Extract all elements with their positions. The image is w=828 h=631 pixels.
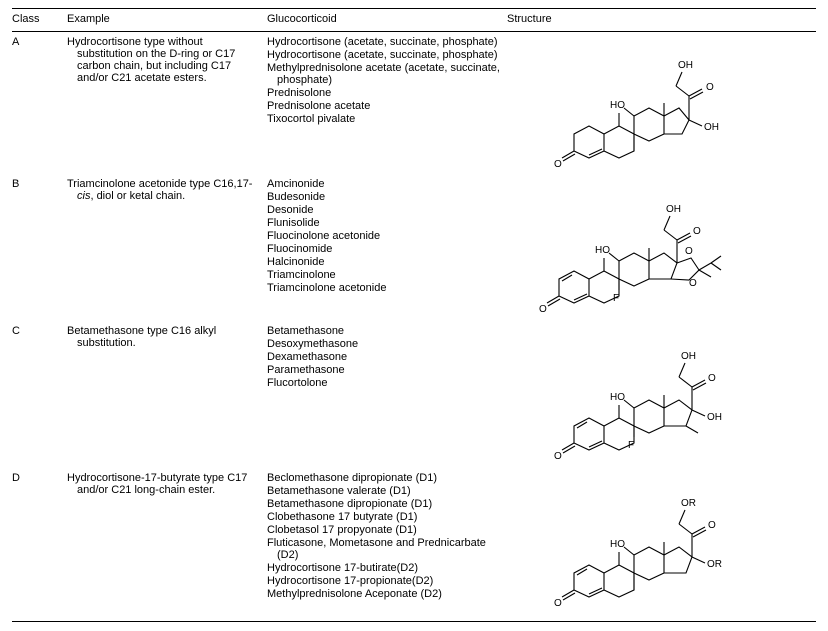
gluco-item: Flucortolone (267, 377, 501, 389)
class-cell: D (12, 468, 67, 622)
gluco-item: Hydrocortisone 17-propionate(D2) (267, 575, 501, 587)
gluco-item: Paramethasone (267, 364, 501, 376)
table-row: DHydrocortisone-17-butyrate type C17 and… (12, 468, 816, 622)
header-class: Class (12, 9, 67, 32)
gluco-item: Desoxymethasone (267, 338, 501, 350)
gluco-item: Clobethasone 17 butyrate (D1) (267, 511, 501, 523)
svg-text:F: F (612, 293, 618, 304)
svg-text:HO: HO (610, 392, 625, 403)
svg-text:O: O (689, 278, 697, 289)
gluco-item: Methylprednisolone Aceponate (D2) (267, 588, 501, 600)
structure-d-icon: O HO OR O OR (554, 472, 764, 612)
gluco-item: Fluticasone, Mometasone and Prednicarbat… (267, 537, 501, 561)
gluco-item: Betamethasone (267, 325, 501, 337)
gluco-item: Tixocortol pivalate (267, 113, 501, 125)
svg-text:OR: OR (707, 559, 722, 570)
svg-text:O: O (685, 246, 693, 257)
table-row: BTriamcinolone acetonide type C16,17-cis… (12, 174, 816, 321)
gluco-item: Flunisolide (267, 217, 501, 229)
example-cell: Hydrocortisone-17-butyrate type C17 and/… (67, 468, 267, 622)
gluco-item: Amcinonide (267, 178, 501, 190)
svg-text:O: O (708, 520, 716, 531)
gluco-item: Hydrocortisone (acetate, succinate, phos… (267, 49, 501, 61)
gluco-item: Desonide (267, 204, 501, 216)
structure-cell: O HO F OH O OH (507, 321, 816, 468)
svg-text:O: O (554, 598, 562, 609)
gluco-item: Betamethasone dipropionate (D1) (267, 498, 501, 510)
header-gluco: Glucocorticoid (267, 9, 507, 32)
class-cell: B (12, 174, 67, 321)
svg-text:O: O (706, 82, 714, 93)
svg-text:HO: HO (610, 100, 625, 111)
svg-text:OH: OH (678, 60, 693, 71)
structure-cell: O HO F O O O OH (507, 174, 816, 321)
structure-cell: O HO OH O OH (507, 32, 816, 175)
gluco-cell: Hydrocortisone (acetate, succinate, phos… (267, 32, 507, 175)
class-cell: C (12, 321, 67, 468)
gluco-item: Fluocinolone acetonide (267, 230, 501, 242)
class-cell: A (12, 32, 67, 175)
structure-b-icon: O HO F O O O OH (539, 178, 779, 318)
svg-text:OH: OH (704, 122, 719, 133)
gluco-item: Prednisolone acetate (267, 100, 501, 112)
gluco-cell: BetamethasoneDesoxymethasoneDexamethason… (267, 321, 507, 468)
header-example: Example (67, 9, 267, 32)
gluco-item: Hydrocortisone 17-butirate(D2) (267, 562, 501, 574)
gluco-item: Halcinonide (267, 256, 501, 268)
gluco-item: Prednisolone (267, 87, 501, 99)
svg-text:O: O (693, 226, 701, 237)
gluco-item: Betamethasone valerate (D1) (267, 485, 501, 497)
svg-text:O: O (554, 159, 562, 170)
table-row: CBetamethasone type C16 alkyl substituti… (12, 321, 816, 468)
gluco-item: Beclomethasone dipropionate (D1) (267, 472, 501, 484)
header-structure: Structure (507, 9, 816, 32)
gluco-item: Triamcinolone acetonide (267, 282, 501, 294)
gluco-cell: AmcinonideBudesonideDesonideFlunisolideF… (267, 174, 507, 321)
svg-text:F: F (627, 440, 633, 451)
svg-text:OH: OH (681, 351, 696, 362)
structure-c-icon: O HO F OH O OH (554, 325, 764, 465)
table-row: AHydrocortisone type without substitutio… (12, 32, 816, 175)
gluco-item: Methylprednisolone acetate (acetate, suc… (267, 62, 501, 86)
gluco-item: Budesonide (267, 191, 501, 203)
svg-text:OR: OR (681, 498, 696, 509)
svg-text:OH: OH (666, 204, 681, 215)
glucocorticoid-class-table: Class Example Glucocorticoid Structure A… (12, 8, 816, 622)
svg-text:O: O (554, 451, 562, 462)
example-cell: Betamethasone type C16 alkyl substitutio… (67, 321, 267, 468)
example-cell: Triamcinolone acetonide type C16,17-cis,… (67, 174, 267, 321)
gluco-item: Clobetasol 17 propyonate (D1) (267, 524, 501, 536)
example-cell: Hydrocortisone type without substitution… (67, 32, 267, 175)
structure-a-icon: O HO OH O OH (554, 36, 764, 171)
svg-text:O: O (708, 373, 716, 384)
gluco-item: Triamcinolone (267, 269, 501, 281)
svg-text:HO: HO (610, 539, 625, 550)
svg-text:HO: HO (595, 245, 610, 256)
svg-text:OH: OH (707, 412, 722, 423)
gluco-item: Hydrocortisone (acetate, succinate, phos… (267, 36, 501, 48)
structure-cell: O HO OR O OR (507, 468, 816, 622)
svg-text:O: O (539, 304, 547, 315)
gluco-item: Fluocinomide (267, 243, 501, 255)
gluco-item: Dexamethasone (267, 351, 501, 363)
gluco-cell: Beclomethasone dipropionate (D1)Betameth… (267, 468, 507, 622)
